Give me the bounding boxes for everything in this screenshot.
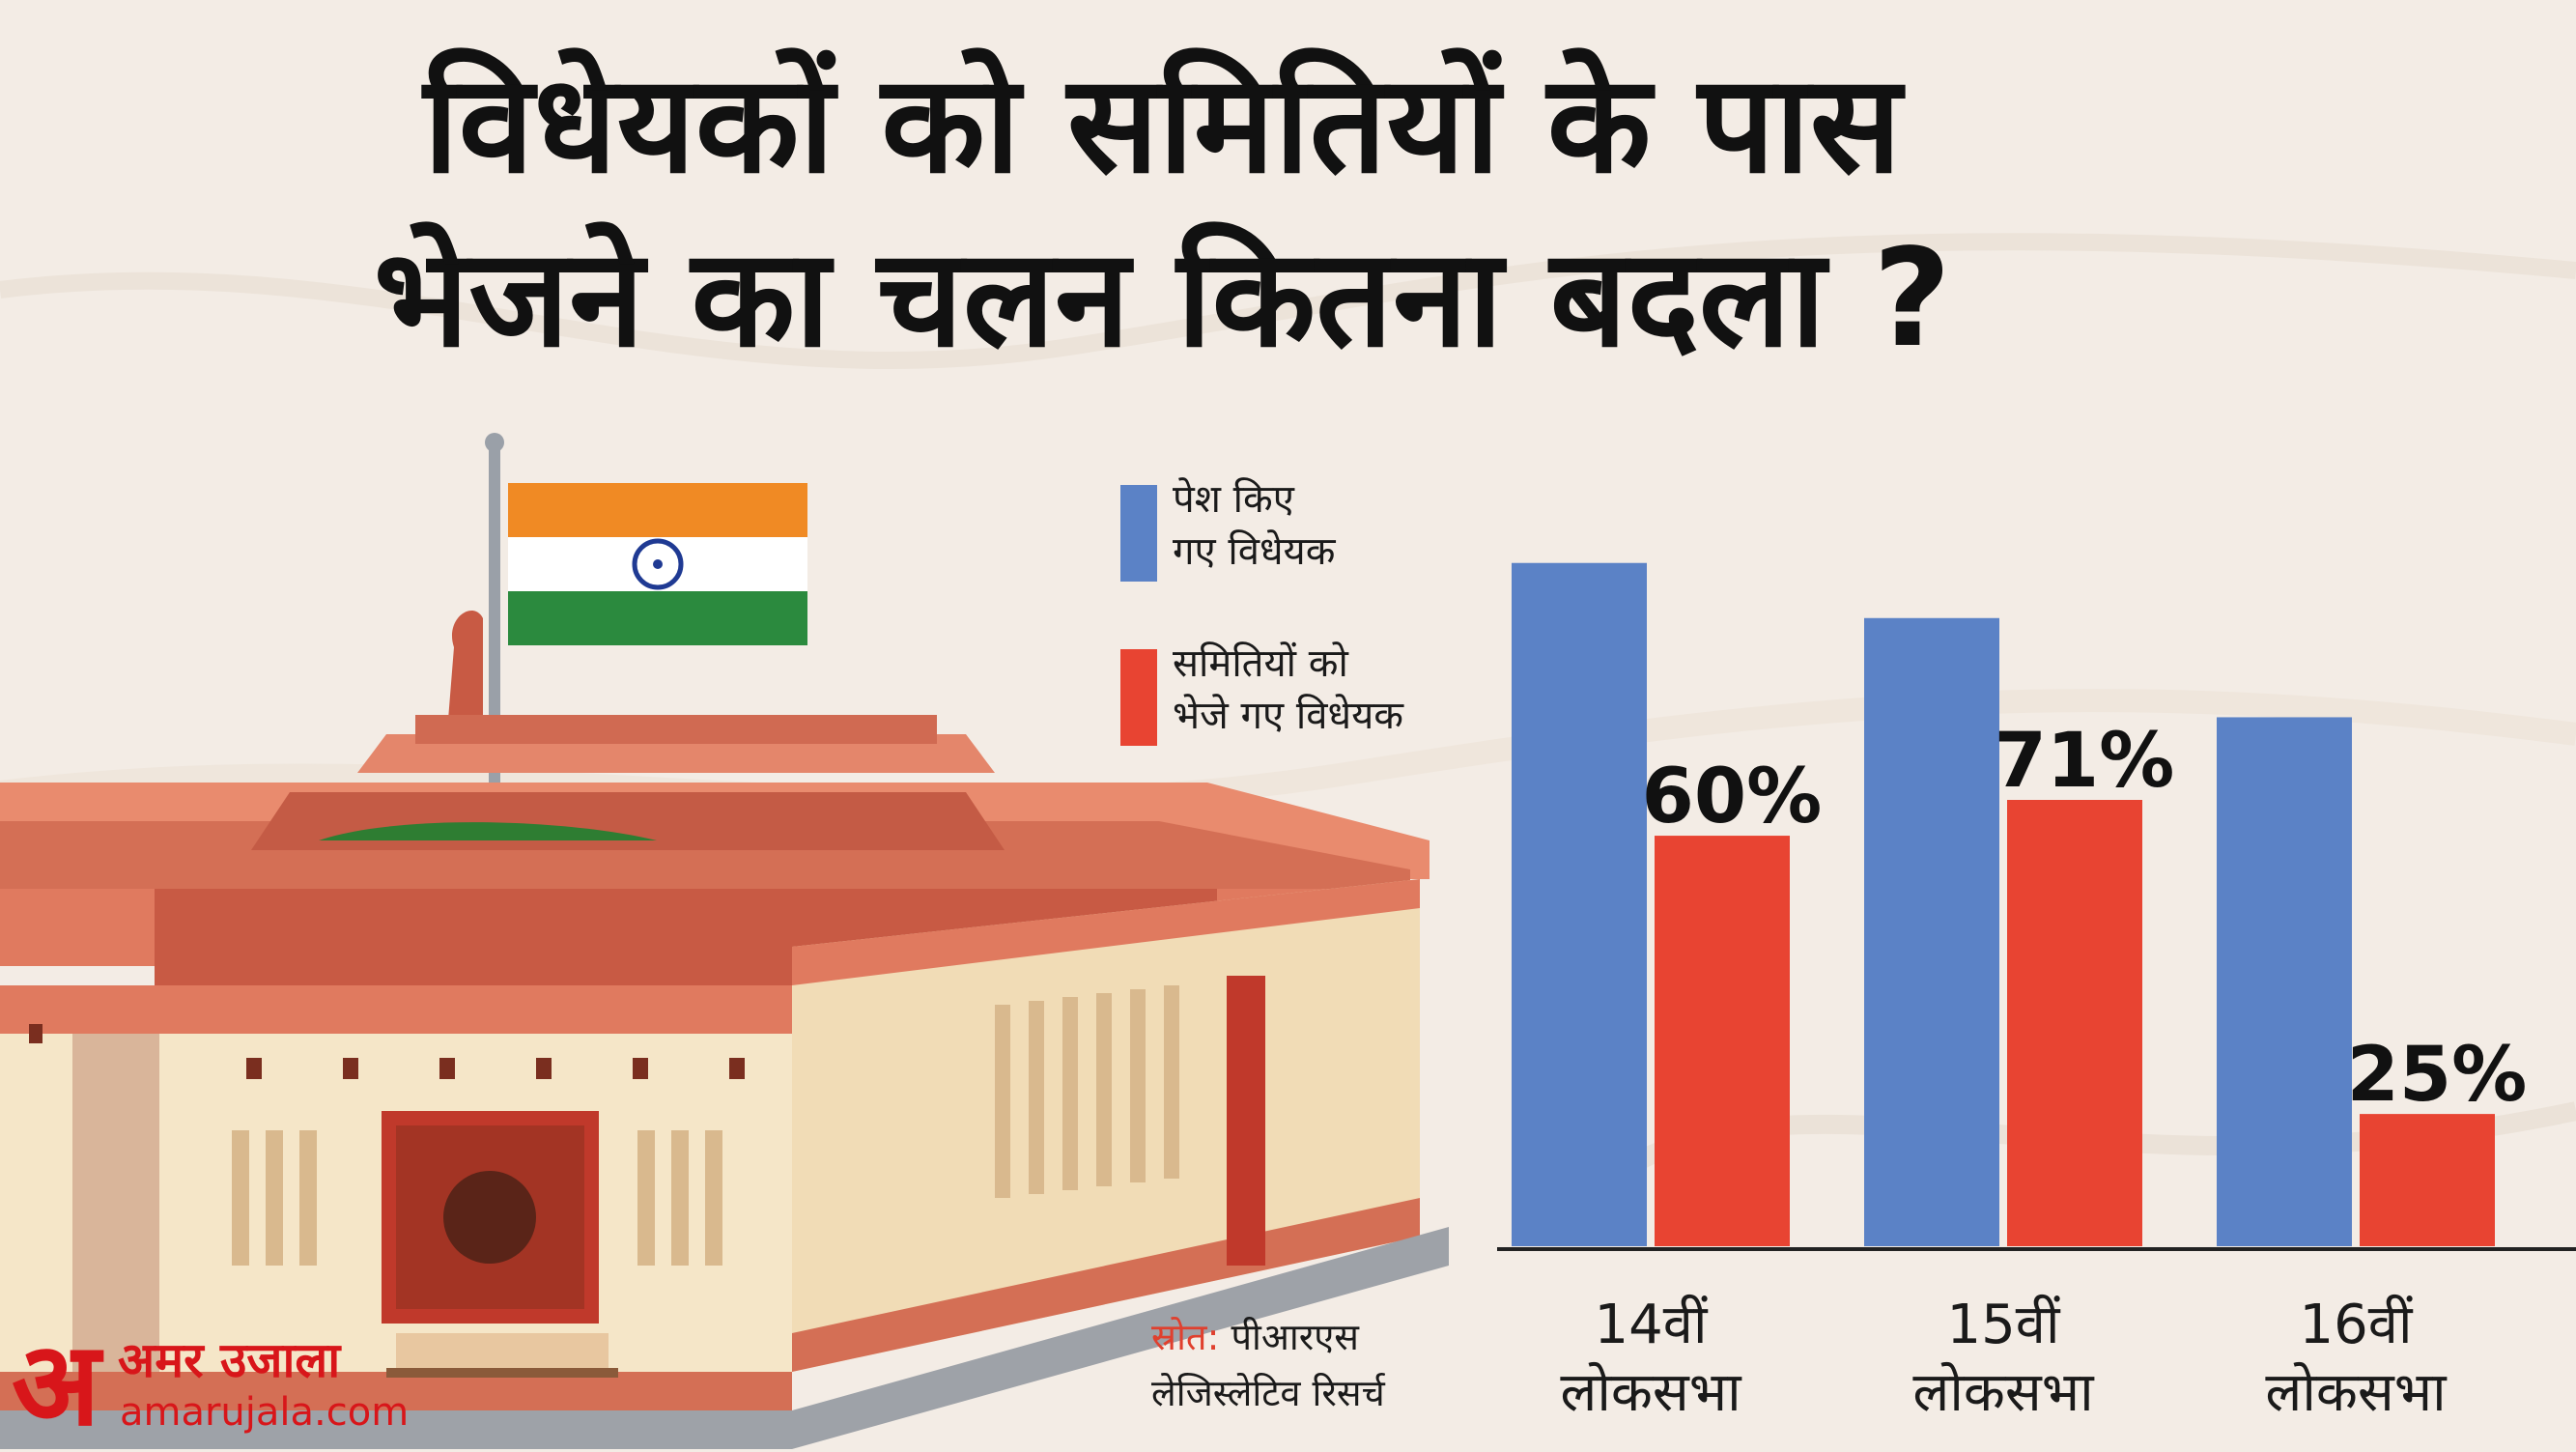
category-label-1-1: लोकसभा <box>1912 1361 2095 1424</box>
bar-referred-0 <box>1655 836 1790 1246</box>
brand-name: अमर उजाला <box>118 1332 341 1388</box>
category-label-1-0: 15वीं <box>1947 1294 2061 1356</box>
legend-swatch-blue <box>1120 485 1157 582</box>
brand-url: amarujala.com <box>120 1390 410 1435</box>
category-label-2-0: 16वीं <box>2300 1294 2414 1356</box>
category-label-0-1: लोकसभा <box>1560 1361 1742 1424</box>
source-line-1: पीआरएस <box>1231 1316 1359 1358</box>
emblem-icon <box>446 610 483 744</box>
bar-introduced-1 <box>1864 617 1999 1246</box>
india-flag-icon <box>508 483 807 645</box>
bar-introduced-0 <box>1512 562 1647 1246</box>
bar-introduced-2 <box>2217 717 2352 1246</box>
page-title: विधेयकों को समितियों के पास भेजने का चलन… <box>0 39 2576 386</box>
category-label-2-1: लोकसभा <box>2265 1361 2448 1424</box>
flag-pole-top <box>485 433 504 452</box>
bar-referred-2 <box>2360 1114 2495 1246</box>
data-label-1: 71% <box>1995 718 2175 805</box>
legend-label-referred: समितियों को भेजे गए विधेयक <box>1173 641 1403 738</box>
source-label: स्रोत: <box>1151 1316 1220 1358</box>
data-label-2: 25% <box>2347 1032 2528 1119</box>
legend-label-introduced: पेश किए गए विधेयक <box>1173 477 1336 574</box>
source-note: स्रोत: पीआरएस लेजिस्लेटिव रिसर्च <box>1151 1309 1385 1421</box>
bar-chart: 60%14वींलोकसभा71%15वींलोकसभा25%16वींलोकस… <box>1497 562 2576 1424</box>
parliament-illustration <box>0 433 1449 1449</box>
source-line-2: लेजिस्लेटिव रिसर्च <box>1151 1372 1385 1414</box>
brand-logo: अ अमर उजाला amarujala.com <box>12 1318 417 1452</box>
category-label-0-0: 14वीं <box>1595 1294 1709 1356</box>
data-label-0: 60% <box>1642 754 1823 840</box>
brand-mark-icon: अ <box>12 1318 100 1452</box>
title-line-1: विधेयकों को समितियों के पास <box>423 46 1902 204</box>
legend-swatch-red <box>1120 649 1157 746</box>
bar-referred-1 <box>2007 800 2142 1246</box>
title-line-2: भेजने का चलन कितना बदला ? <box>373 220 1952 378</box>
